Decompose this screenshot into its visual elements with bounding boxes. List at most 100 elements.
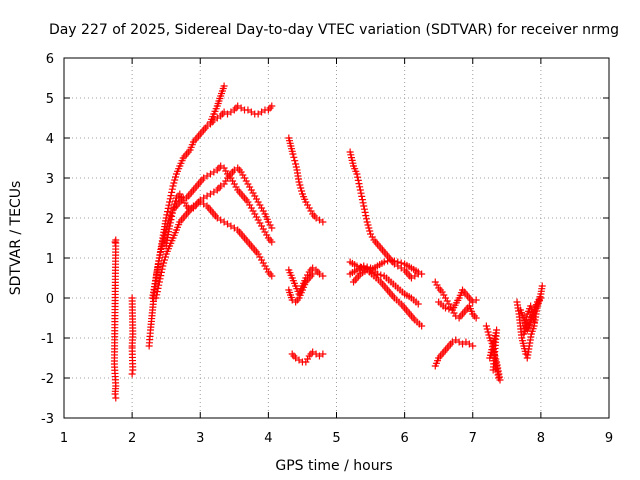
series-arc-h: [288, 348, 327, 366]
y-tick-label: 3: [46, 172, 54, 187]
data-point: [166, 219, 174, 227]
data-point: [156, 275, 164, 283]
data-point: [302, 358, 310, 366]
data-point: [163, 211, 171, 219]
x-tick-label: 2: [128, 431, 136, 446]
data-point: [251, 192, 259, 200]
data-point: [442, 304, 449, 312]
data-point: [380, 258, 388, 266]
data-point: [244, 180, 252, 188]
data-point: [168, 185, 176, 193]
series-arc-g: [285, 270, 317, 306]
data-point: [155, 281, 163, 289]
data-point: [158, 265, 166, 273]
data-point: [469, 342, 477, 350]
data-point: [360, 202, 368, 210]
y-tick-label: 1: [46, 252, 54, 267]
data-point: [178, 193, 186, 201]
data-point: [168, 212, 176, 220]
data-point: [112, 394, 120, 402]
data-point: [353, 170, 361, 178]
data-point: [356, 183, 364, 191]
data-point: [414, 300, 422, 308]
data-point: [256, 219, 264, 227]
x-tick-label: 9: [605, 431, 613, 446]
data-point: [530, 318, 538, 326]
data-point: [367, 230, 375, 238]
data-point: [220, 164, 228, 172]
y-tick-label: -3: [41, 412, 54, 427]
data-point: [254, 198, 262, 206]
data-point: [128, 370, 136, 378]
data-point: [157, 268, 165, 276]
data-point: [304, 355, 312, 363]
data-point: [290, 153, 298, 161]
data-point: [484, 328, 492, 336]
data-point: [261, 228, 269, 236]
data-point: [244, 198, 252, 206]
y-tick-label: -1: [41, 332, 54, 347]
data-point: [259, 225, 267, 233]
data-point: [155, 278, 163, 286]
data-point: [247, 204, 255, 212]
data-point: [358, 196, 366, 204]
data-point: [307, 207, 315, 215]
data-point: [360, 262, 368, 270]
data-point: [528, 308, 536, 316]
data-point: [220, 82, 228, 90]
data-point: [443, 297, 451, 305]
data-point: [129, 366, 137, 374]
y-tick-label: 5: [46, 92, 54, 107]
data-point: [365, 224, 373, 232]
data-point: [171, 176, 179, 184]
data-point: [366, 227, 374, 235]
data-point: [356, 186, 364, 194]
data-point: [258, 256, 266, 264]
data-point: [357, 189, 365, 197]
data-point: [363, 218, 371, 226]
series-arc-j: [346, 256, 426, 278]
data-point: [440, 291, 448, 299]
data-point: [298, 187, 306, 195]
series-arc-r: [516, 294, 545, 338]
data-point: [229, 177, 237, 185]
data-point: [292, 160, 300, 168]
data-point: [164, 204, 172, 212]
data-point: [161, 253, 169, 261]
series-arc-n: [431, 336, 477, 370]
data-point: [302, 198, 310, 206]
data-point: [246, 183, 254, 191]
data-point: [230, 180, 238, 188]
data-point: [237, 168, 245, 176]
data-point: [252, 195, 260, 203]
data-point: [172, 173, 180, 181]
axis-ticks: [63, 57, 610, 419]
data-point: [164, 208, 172, 216]
x-tick-label: 1: [60, 431, 68, 446]
data-point: [295, 178, 303, 186]
data-point: [527, 302, 535, 310]
data-point: [222, 167, 230, 175]
data-point: [445, 305, 453, 313]
data-point: [246, 201, 254, 209]
y-tick-label: 2: [46, 212, 54, 227]
data-point: [266, 221, 274, 229]
data-point: [362, 215, 370, 223]
series-arc-l: [350, 266, 426, 330]
data-point: [387, 256, 395, 264]
data-point: [162, 214, 170, 222]
data-point: [263, 265, 271, 273]
data-point: [256, 253, 264, 261]
data-point: [258, 204, 266, 212]
data-point: [249, 189, 257, 197]
data-point: [319, 218, 327, 226]
data-point: [418, 270, 426, 278]
data-point: [154, 284, 162, 292]
data-point: [170, 203, 178, 211]
x-axis-label: GPS time / hours: [275, 458, 392, 474]
series-arc-isolated-2.0: [128, 294, 137, 378]
data-point: [489, 366, 497, 374]
data-point: [360, 205, 368, 213]
y-tick-label: 4: [46, 132, 54, 147]
data-point: [538, 282, 546, 290]
